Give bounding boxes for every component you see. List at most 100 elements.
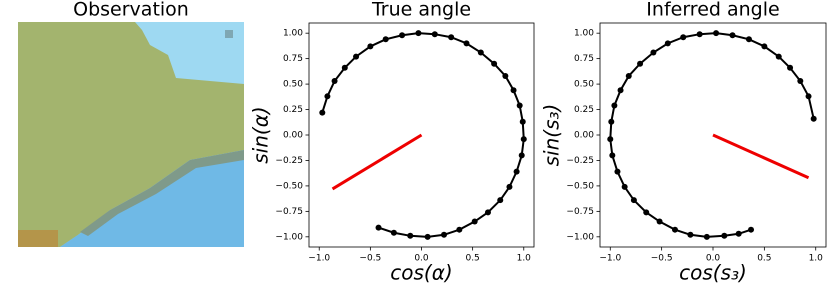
point	[664, 40, 671, 47]
point	[805, 93, 812, 100]
point	[497, 197, 504, 204]
y-axis-label: sin(α)	[249, 106, 273, 163]
point	[448, 34, 455, 41]
point	[506, 183, 513, 190]
observation-image	[18, 22, 244, 247]
point	[609, 152, 616, 159]
point	[761, 43, 768, 50]
x-tick-label: −0.5	[651, 254, 673, 264]
point	[399, 32, 406, 39]
point	[630, 197, 637, 204]
point	[491, 60, 498, 67]
point	[680, 34, 687, 41]
y-tick-label: 0.75	[283, 54, 303, 64]
shore	[80, 150, 244, 236]
point	[650, 49, 657, 56]
point	[431, 31, 438, 38]
point	[516, 102, 523, 109]
point	[745, 36, 752, 43]
x-tick-label: −1.0	[308, 254, 330, 264]
point	[502, 72, 509, 79]
point	[637, 60, 644, 67]
point	[687, 231, 694, 238]
point	[703, 233, 710, 240]
point	[625, 72, 632, 79]
point	[621, 183, 628, 190]
point	[519, 118, 526, 125]
chart-title: Observation	[73, 0, 189, 21]
point	[611, 102, 618, 109]
x-tick-label: 0.0	[706, 254, 721, 264]
y-axis-label: sin(s₃)	[540, 104, 564, 167]
y-tick-label: −0.25	[275, 156, 303, 166]
x-tick-label: 0.5	[757, 254, 771, 264]
land	[18, 22, 244, 247]
y-tick-label: 0.75	[574, 54, 594, 64]
chart-title: True angle	[371, 0, 471, 21]
patch	[225, 30, 233, 38]
y-tick-label: 0.50	[574, 80, 594, 90]
x-tick-label: −0.5	[359, 254, 381, 264]
point	[671, 226, 678, 233]
x-tick-label: 1.0	[517, 254, 532, 264]
point	[810, 115, 817, 122]
x-tick-label: 0.5	[465, 254, 479, 264]
y-tick-label: 0.25	[574, 105, 594, 115]
point	[748, 226, 755, 233]
point	[382, 36, 389, 43]
point	[390, 229, 397, 236]
point	[324, 93, 331, 100]
point	[787, 64, 794, 71]
y-tick-label: 0.50	[283, 80, 303, 90]
point	[696, 31, 703, 38]
point	[513, 168, 520, 175]
point	[797, 78, 804, 85]
point	[735, 230, 742, 237]
point	[407, 232, 414, 239]
point	[510, 87, 517, 94]
y-tick-label: −0.50	[566, 181, 594, 191]
point	[721, 232, 728, 239]
y-tick-label: −0.75	[566, 207, 594, 217]
point	[471, 218, 478, 225]
point	[353, 53, 360, 60]
point	[319, 109, 326, 116]
x-tick-label: 0.0	[414, 254, 429, 264]
point	[607, 136, 614, 143]
point	[484, 209, 491, 216]
x-axis-label: cos(α)	[390, 261, 452, 285]
y-tick-label: −1.00	[275, 232, 303, 242]
point	[643, 209, 650, 216]
y-tick-label: −0.75	[275, 207, 303, 217]
y-tick-label: 0.00	[574, 131, 594, 141]
point	[477, 49, 484, 56]
point	[367, 43, 374, 50]
point	[614, 168, 621, 175]
point	[729, 32, 736, 39]
point	[617, 87, 624, 94]
point	[331, 78, 338, 85]
point	[608, 118, 615, 125]
point	[375, 224, 382, 231]
point	[424, 233, 431, 240]
y-tick-label: 1.00	[574, 29, 594, 39]
point	[341, 64, 348, 71]
y-tick-label: 0.25	[283, 105, 303, 115]
point	[518, 152, 525, 159]
x-tick-label: 1.0	[809, 254, 824, 264]
y-tick-label: −1.00	[566, 232, 594, 242]
point	[520, 136, 527, 143]
series-line	[331, 133, 423, 191]
y-tick-label: 1.00	[283, 29, 303, 39]
y-tick-label: 0.00	[283, 131, 303, 141]
point	[456, 226, 463, 233]
patch	[18, 230, 58, 247]
x-tick-label: −1.0	[599, 254, 621, 264]
x-axis-label: cos(s₃)	[679, 261, 747, 285]
point	[775, 53, 782, 60]
y-tick-label: −0.25	[566, 156, 594, 166]
y-tick-label: −0.50	[275, 181, 303, 191]
point	[415, 30, 422, 37]
